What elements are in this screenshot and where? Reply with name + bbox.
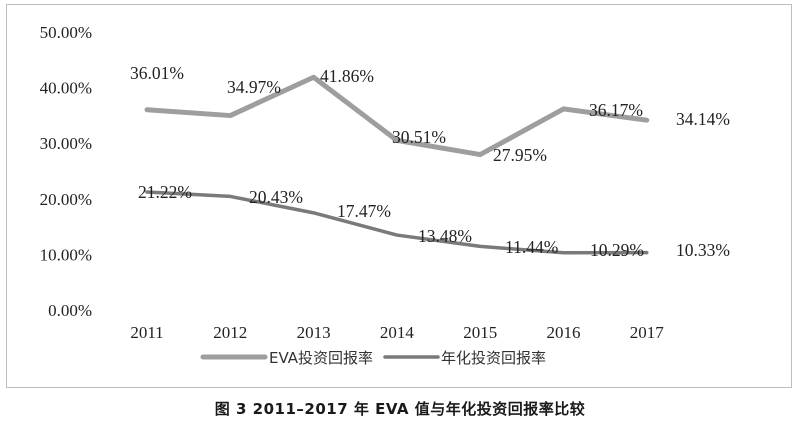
y-tick-label: 40.00% — [40, 79, 92, 98]
legend-label: 年化投资回报率 — [441, 349, 546, 367]
line-chart: 0.00% 10.00% 20.00% 30.00% 40.00% 50.00% 2011 2… — [40, 23, 730, 367]
x-tick-label: 2013 — [297, 323, 331, 342]
x-tick-label: 2015 — [463, 323, 497, 342]
data-label: 30.51% — [392, 127, 446, 147]
legend-label: EVA投资回报率 — [269, 349, 373, 367]
x-tick-label: 2017 — [630, 323, 665, 342]
data-label: 34.97% — [227, 77, 281, 97]
series-line-2 — [145, 190, 649, 255]
y-tick-label: 10.00% — [40, 245, 92, 264]
series-line-1 — [144, 74, 650, 158]
chart-frame — [6, 4, 792, 388]
data-label: 34.14% — [676, 109, 730, 129]
data-label: 11.44% — [505, 237, 558, 257]
data-label: 17.47% — [337, 201, 391, 221]
y-tick-label: 0.00% — [48, 301, 92, 320]
data-label: 10.33% — [676, 240, 730, 260]
x-tick-label: 2016 — [547, 323, 581, 342]
data-label: 41.86% — [320, 66, 374, 86]
data-label: 13.48% — [418, 226, 472, 246]
data-label: 36.17% — [589, 100, 643, 120]
y-tick-label: 20.00% — [40, 190, 92, 209]
data-label: 21.22% — [138, 182, 192, 202]
x-tick-label: 2012 — [213, 323, 247, 342]
y-tick-label: 30.00% — [40, 134, 92, 153]
data-label: 20.43% — [249, 187, 303, 207]
data-label: 27.95% — [493, 145, 547, 165]
data-label: 10.29% — [590, 240, 644, 260]
figure-caption: 图 3 2011–2017 年 EVA 值与年化投资回报率比较 — [214, 400, 586, 418]
y-tick-label: 50.00% — [40, 23, 92, 42]
data-label: 36.01% — [130, 63, 184, 83]
x-tick-label: 2014 — [380, 323, 415, 342]
x-tick-label: 2011 — [130, 323, 163, 342]
